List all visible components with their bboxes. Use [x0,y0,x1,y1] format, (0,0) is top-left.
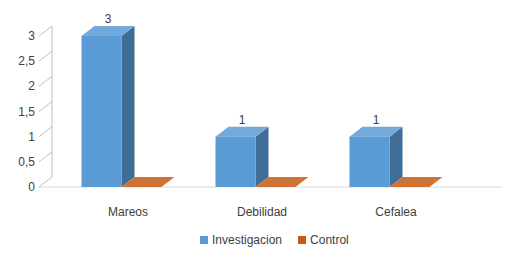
y-tick-label: 3 [28,29,35,43]
y-tick [39,51,52,61]
data-label: 1 [373,113,380,127]
bars [82,26,443,187]
y-tick-label: 2 [28,79,35,93]
bar-top [216,127,269,137]
x-tick-label: Mareos [108,205,148,219]
y-tick-label: 1,5 [18,105,35,119]
chart-container: 0 0,5 1 1,5 2 2,5 3 3 1 1 Mareos Debilidad Cefalea In… [0,0,531,256]
y-tick-label: 2,5 [18,54,35,68]
y-tick [39,76,52,86]
y-tick-label: 1 [28,130,35,144]
bar-side [390,127,403,187]
legend-swatch [200,236,208,244]
bar-front [216,137,256,187]
bar [350,127,403,187]
bar-front [350,137,390,187]
y-tick-label: 0 [28,180,35,194]
legend: Investigacion Control [200,233,349,247]
y-tick [39,127,52,137]
bar-side [256,127,269,187]
y-tick [39,152,52,162]
data-labels: 3 1 1 [105,12,380,127]
bar-front [122,187,162,188]
bar [216,127,269,187]
bar [390,177,443,187]
bar [82,26,135,187]
bar-top [256,177,309,187]
y-tick-label: 0,5 [18,155,35,169]
bar-front [256,187,296,188]
y-tick [39,102,52,112]
bar-top [390,177,443,187]
bar [122,177,175,187]
x-tick-label: Cefalea [375,205,417,219]
bar-side [122,26,135,187]
bar-top [122,177,175,187]
bar-front [82,36,122,187]
bar-top [350,127,403,137]
data-label: 1 [239,113,246,127]
y-tick [39,177,52,187]
bar [256,177,309,187]
x-tick-label: Debilidad [237,205,287,219]
legend-swatch [298,236,306,244]
legend-label: Investigacion [212,233,282,247]
legend-label: Control [310,233,349,247]
bar-front [390,187,430,188]
y-tick [39,26,52,36]
chart-svg: 0 0,5 1 1,5 2 2,5 3 3 1 1 Mareos Debilidad Cefalea In… [0,0,531,256]
bar-top [82,26,135,36]
data-label: 3 [105,12,112,26]
